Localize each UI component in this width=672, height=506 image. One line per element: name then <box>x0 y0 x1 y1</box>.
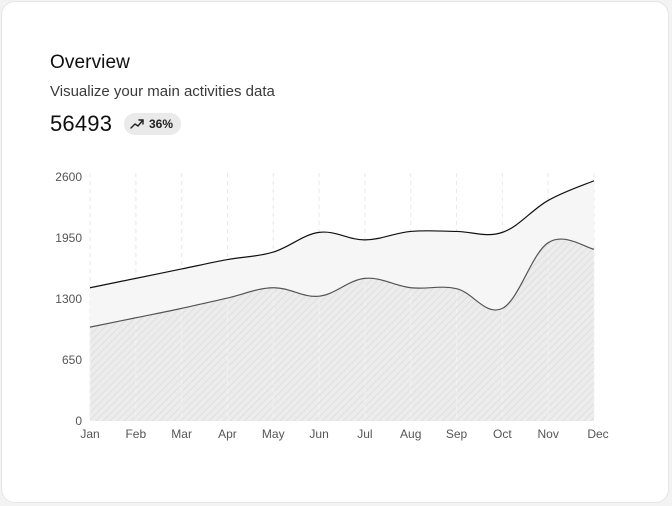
lower-series-line <box>89 238 595 328</box>
x-tick-label: Apr <box>218 427 237 441</box>
y-tick-label: 1950 <box>55 231 82 245</box>
x-tick-label: Dec <box>587 427 608 441</box>
x-tick-label: Jun <box>309 427 328 441</box>
chart-areas <box>89 173 595 421</box>
x-tick-label: Aug <box>400 427 421 441</box>
y-tick-label: 0 <box>75 414 82 428</box>
change-badge: 36% <box>124 113 182 135</box>
trending-up-icon <box>130 119 144 129</box>
change-badge-text: 36% <box>149 117 174 131</box>
upper-series-line <box>89 180 595 289</box>
x-tick-label: Mar <box>171 427 192 441</box>
y-tick-label: 650 <box>62 353 82 367</box>
lower-series-area <box>90 239 594 421</box>
metric-value: 56493 <box>50 111 113 136</box>
x-tick-label: May <box>262 427 285 441</box>
y-axis-ticks: 0 650 1300 1950 2600 <box>55 170 82 428</box>
y-tick-label: 1300 <box>55 292 82 306</box>
x-axis-ticks: Jan Feb Mar Apr May Jun Jul Aug Sep Oct Nov Dec <box>80 427 608 441</box>
x-tick-label: Jul <box>357 427 372 441</box>
x-tick-label: Oct <box>493 427 512 441</box>
card-title: Overview <box>50 52 130 73</box>
card-subtitle: Visualize your main activities data <box>50 83 275 100</box>
x-tick-label: Nov <box>538 427 559 441</box>
x-tick-label: Sep <box>446 427 468 441</box>
x-tick-label: Jan <box>80 427 99 441</box>
x-tick-label: Feb <box>125 427 146 441</box>
y-tick-label: 2600 <box>55 170 82 184</box>
